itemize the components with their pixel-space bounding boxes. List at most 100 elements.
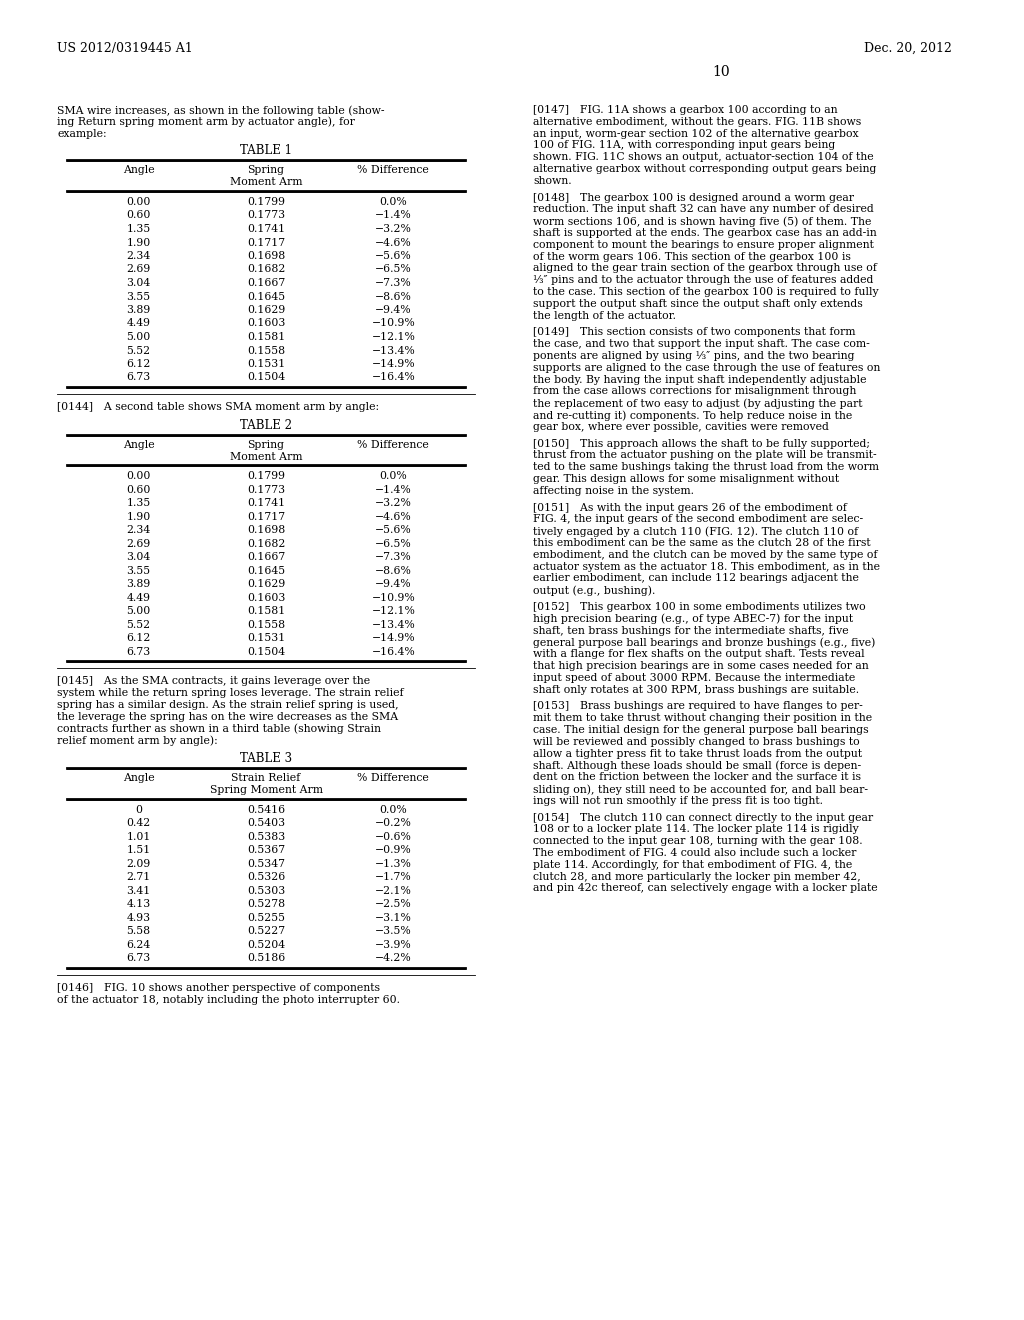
Text: 0.1773: 0.1773 (247, 484, 285, 495)
Text: Spring Moment Arm: Spring Moment Arm (210, 785, 323, 795)
Text: will be reviewed and possibly changed to brass bushings to: will be reviewed and possibly changed to… (534, 737, 859, 747)
Text: example:: example: (57, 128, 106, 139)
Text: 0.00: 0.00 (126, 471, 151, 482)
Text: 0.1773: 0.1773 (247, 210, 285, 220)
Text: −1.3%: −1.3% (375, 859, 412, 869)
Text: Dec. 20, 2012: Dec. 20, 2012 (864, 42, 952, 55)
Text: 6.24: 6.24 (127, 940, 151, 950)
Text: 6.12: 6.12 (126, 359, 151, 370)
Text: US 2012/0319445 A1: US 2012/0319445 A1 (57, 42, 193, 55)
Text: actuator system as the actuator 18. This embodiment, as in the: actuator system as the actuator 18. This… (534, 561, 880, 572)
Text: The embodiment of FIG. 4 could also include such a locker: The embodiment of FIG. 4 could also incl… (534, 847, 856, 858)
Text: the leverage the spring has on the wire decreases as the SMA: the leverage the spring has on the wire … (57, 711, 398, 722)
Text: shown.: shown. (534, 176, 571, 186)
Text: 5.00: 5.00 (127, 606, 151, 616)
Text: [0148] The gearbox 100 is designed around a worm gear: [0148] The gearbox 100 is designed aroun… (534, 193, 854, 202)
Text: 2.69: 2.69 (127, 264, 151, 275)
Text: 0.1645: 0.1645 (247, 292, 285, 301)
Text: Moment Arm: Moment Arm (229, 451, 302, 462)
Text: −1.4%: −1.4% (375, 210, 412, 220)
Text: 2.09: 2.09 (127, 859, 151, 869)
Text: 0.1682: 0.1682 (247, 264, 286, 275)
Text: % Difference: % Difference (357, 774, 429, 783)
Text: 0.1741: 0.1741 (247, 499, 285, 508)
Text: −2.5%: −2.5% (375, 899, 412, 909)
Text: 0.1741: 0.1741 (247, 224, 285, 234)
Text: from the case allows corrections for misalignment through: from the case allows corrections for mis… (534, 387, 856, 396)
Text: −3.2%: −3.2% (375, 499, 412, 508)
Text: 6.12: 6.12 (126, 634, 151, 643)
Text: with a flange for flex shafts on the output shaft. Tests reveal: with a flange for flex shafts on the out… (534, 649, 864, 659)
Text: 0.1667: 0.1667 (247, 279, 285, 288)
Text: −14.9%: −14.9% (372, 634, 415, 643)
Text: −6.5%: −6.5% (375, 264, 412, 275)
Text: −0.6%: −0.6% (375, 832, 412, 842)
Text: 0.5303: 0.5303 (247, 886, 285, 896)
Text: 0.1558: 0.1558 (247, 620, 285, 630)
Text: 0.1698: 0.1698 (247, 525, 285, 536)
Text: alternative gearbox without corresponding output gears being: alternative gearbox without correspondin… (534, 164, 877, 174)
Text: of the worm gears 106. This section of the gearbox 100 is: of the worm gears 106. This section of t… (534, 252, 851, 261)
Text: ings will not run smoothly if the press fit is too tight.: ings will not run smoothly if the press … (534, 796, 823, 805)
Text: 0.5186: 0.5186 (247, 953, 285, 964)
Text: [0154] The clutch 110 can connect directly to the input gear: [0154] The clutch 110 can connect direct… (534, 813, 873, 822)
Text: clutch 28, and more particularly the locker pin member 42,: clutch 28, and more particularly the loc… (534, 871, 861, 882)
Text: 0.1629: 0.1629 (247, 305, 285, 315)
Text: −0.9%: −0.9% (375, 845, 412, 855)
Text: 6.73: 6.73 (127, 372, 151, 383)
Text: system while the return spring loses leverage. The strain relief: system while the return spring loses lev… (57, 688, 403, 698)
Text: 5.52: 5.52 (127, 620, 151, 630)
Text: 0.0%: 0.0% (380, 197, 408, 207)
Text: 1.35: 1.35 (127, 224, 151, 234)
Text: TABLE 3: TABLE 3 (240, 752, 292, 766)
Text: mit them to take thrust without changing their position in the: mit them to take thrust without changing… (534, 713, 872, 723)
Text: to the case. This section of the gearbox 100 is required to fully: to the case. This section of the gearbox… (534, 286, 879, 297)
Text: −3.1%: −3.1% (375, 913, 412, 923)
Text: 0.1603: 0.1603 (247, 593, 286, 603)
Text: 0.60: 0.60 (126, 210, 151, 220)
Text: thrust from the actuator pushing on the plate will be transmit-: thrust from the actuator pushing on the … (534, 450, 877, 461)
Text: 0.1799: 0.1799 (247, 197, 285, 207)
Text: 0.1531: 0.1531 (247, 359, 285, 370)
Text: 0.5326: 0.5326 (247, 873, 285, 882)
Text: 3.04: 3.04 (127, 552, 151, 562)
Text: SMA wire increases, as shown in the following table (show-: SMA wire increases, as shown in the foll… (57, 106, 384, 116)
Text: 0.1717: 0.1717 (247, 238, 285, 248)
Text: contracts further as shown in a third table (showing Strain: contracts further as shown in a third ta… (57, 723, 381, 734)
Text: 5.00: 5.00 (127, 333, 151, 342)
Text: output (e.g., bushing).: output (e.g., bushing). (534, 585, 655, 595)
Text: −4.6%: −4.6% (375, 238, 412, 248)
Text: the case, and two that support the input shaft. The case com-: the case, and two that support the input… (534, 339, 869, 350)
Text: −2.1%: −2.1% (375, 886, 412, 896)
Text: 0.1504: 0.1504 (247, 372, 285, 383)
Text: −5.6%: −5.6% (375, 251, 412, 261)
Text: 0.1698: 0.1698 (247, 251, 285, 261)
Text: [0151] As with the input gears 26 of the embodiment of: [0151] As with the input gears 26 of the… (534, 503, 847, 512)
Text: ted to the same bushings taking the thrust load from the worm: ted to the same bushings taking the thru… (534, 462, 879, 473)
Text: −13.4%: −13.4% (372, 620, 416, 630)
Text: 0.1603: 0.1603 (247, 318, 286, 329)
Text: 0.5347: 0.5347 (247, 859, 285, 869)
Text: relief moment arm by angle):: relief moment arm by angle): (57, 735, 218, 746)
Text: connected to the input gear 108, turning with the gear 108.: connected to the input gear 108, turning… (534, 836, 862, 846)
Text: −16.4%: −16.4% (372, 647, 416, 657)
Text: 1.35: 1.35 (127, 499, 151, 508)
Text: −4.6%: −4.6% (375, 512, 412, 521)
Text: −3.5%: −3.5% (375, 927, 412, 936)
Text: 5.52: 5.52 (127, 346, 151, 355)
Text: 108 or to a locker plate 114. The locker plate 114 is rigidly: 108 or to a locker plate 114. The locker… (534, 825, 859, 834)
Text: −7.3%: −7.3% (375, 279, 412, 288)
Text: 0.5227: 0.5227 (247, 927, 285, 936)
Text: 4.13: 4.13 (127, 899, 151, 909)
Text: 0.1645: 0.1645 (247, 566, 285, 576)
Text: allow a tighter press fit to take thrust loads from the output: allow a tighter press fit to take thrust… (534, 748, 862, 759)
Text: −1.4%: −1.4% (375, 484, 412, 495)
Text: Angle: Angle (123, 165, 155, 176)
Text: 0.5278: 0.5278 (247, 899, 285, 909)
Text: % Difference: % Difference (357, 165, 429, 176)
Text: this embodiment can be the same as the clutch 28 of the first: this embodiment can be the same as the c… (534, 539, 870, 548)
Text: −12.1%: −12.1% (372, 333, 416, 342)
Text: −8.6%: −8.6% (375, 292, 412, 301)
Text: 10: 10 (713, 65, 730, 79)
Text: ponents are aligned by using ⅓″ pins, and the two bearing: ponents are aligned by using ⅓″ pins, an… (534, 351, 854, 360)
